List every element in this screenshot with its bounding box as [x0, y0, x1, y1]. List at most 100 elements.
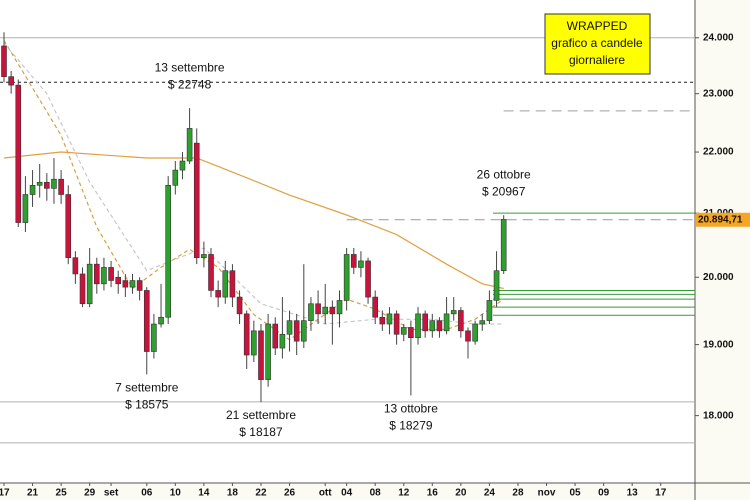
candle-body: [222, 270, 229, 298]
x-tick-label: set: [104, 488, 119, 499]
candle-body: [208, 254, 214, 291]
x-tick-label: 12: [398, 488, 410, 499]
candle-body: [172, 169, 179, 186]
x-tick-label: 06: [141, 488, 153, 499]
candle-body: [301, 320, 307, 342]
annotation-date: 7 settembre: [115, 380, 179, 394]
candle-body: [429, 320, 436, 332]
candle-body: [215, 290, 221, 298]
candle-body: [115, 276, 122, 285]
price-axis-bg: [695, 0, 750, 500]
candle-body: [136, 280, 143, 291]
x-tick-label: ott: [319, 488, 332, 499]
candle-body: [408, 327, 414, 339]
candle-body: [279, 333, 286, 349]
candle-body: [1, 45, 7, 77]
candle-body: [72, 257, 79, 275]
candle-body: [293, 320, 300, 342]
candle-body: [272, 323, 279, 349]
candle-body: [193, 142, 200, 258]
note-text: WRAPPED: [567, 19, 628, 33]
candle-body: [201, 254, 207, 258]
candle-body: [258, 330, 264, 380]
x-tick-label: 13: [627, 488, 639, 499]
candle-body: [450, 310, 457, 315]
note-text: grafico a candele: [551, 36, 643, 50]
annotation-price: $ 18575: [125, 397, 169, 411]
candle-body: [315, 303, 321, 315]
x-tick-label: 10: [170, 488, 182, 499]
annotation-date: 13 ottobre: [384, 402, 438, 416]
x-tick-label: 25: [56, 488, 68, 499]
x-tick-label: 09: [598, 488, 610, 499]
x-tick-label: 29: [84, 488, 96, 499]
annotation-price: $ 20967: [482, 184, 526, 198]
x-tick-label: 04: [341, 488, 353, 499]
candle-body: [22, 194, 29, 223]
candle-body: [165, 185, 171, 318]
y-tick-label: 23.000: [703, 88, 734, 99]
candle-body: [308, 303, 314, 321]
candle-body: [143, 290, 150, 352]
x-tick-label: 18: [227, 488, 239, 499]
candle-body: [350, 254, 357, 268]
candle-body: [251, 330, 257, 356]
y-tick-label: 19.000: [703, 339, 734, 350]
candle-body: [179, 160, 186, 171]
candle-body: [65, 194, 72, 258]
candle-body: [265, 323, 271, 380]
annotation-date: 21 settembre: [226, 408, 296, 422]
candle-body: [436, 320, 443, 332]
x-tick-label: 24: [484, 488, 496, 499]
candle-body: [386, 313, 393, 325]
candle-body: [158, 316, 164, 325]
candle-body: [108, 267, 114, 281]
y-tick-label: 24.000: [703, 32, 734, 43]
x-tick-label: 22: [255, 488, 267, 499]
candle-body: [186, 128, 193, 162]
candle-body: [15, 84, 22, 223]
x-tick-label: nov: [538, 488, 556, 499]
moving-average: [3, 151, 504, 290]
y-tick-label: 20.000: [703, 272, 734, 283]
candle-body: [286, 320, 293, 335]
candle-body: [101, 267, 107, 285]
date-axis-bg: [0, 483, 750, 500]
candle-body: [422, 313, 428, 332]
x-tick-label: 20: [455, 488, 467, 499]
x-tick-label: 28: [512, 488, 524, 499]
candle-body: [458, 310, 464, 332]
annotation-price: $ 22748: [168, 77, 212, 91]
note-box: [544, 13, 651, 75]
candle-body: [365, 260, 371, 298]
x-tick-label: 17: [0, 488, 10, 499]
candle-body: [243, 313, 250, 356]
x-tick-label: 26: [284, 488, 296, 499]
candle-body: [472, 323, 478, 342]
annotation-date: 13 settembre: [155, 60, 225, 74]
candle-body: [358, 260, 364, 268]
candle-body: [236, 296, 243, 315]
candle-body: [129, 280, 136, 288]
annotation-price: $ 18187: [239, 425, 283, 439]
candle-body: [86, 263, 93, 305]
candle-body: [486, 300, 493, 321]
candle-body: [151, 323, 157, 352]
candle-body: [479, 320, 486, 325]
candle-body: [343, 254, 350, 301]
candle-body: [500, 219, 507, 271]
candle-body: [322, 306, 329, 315]
candle-body: [372, 296, 378, 318]
annotation-price: $ 18279: [389, 419, 433, 433]
x-tick-label: 17: [655, 488, 667, 499]
candle-body: [493, 270, 500, 301]
candle-body: [415, 313, 421, 339]
candle-body: [329, 306, 336, 315]
candle-body: [58, 178, 64, 195]
candle-body: [379, 316, 386, 325]
x-tick-label: 14: [198, 488, 210, 499]
y-tick-label: 22.000: [703, 147, 734, 158]
x-tick-label: 05: [570, 488, 582, 499]
